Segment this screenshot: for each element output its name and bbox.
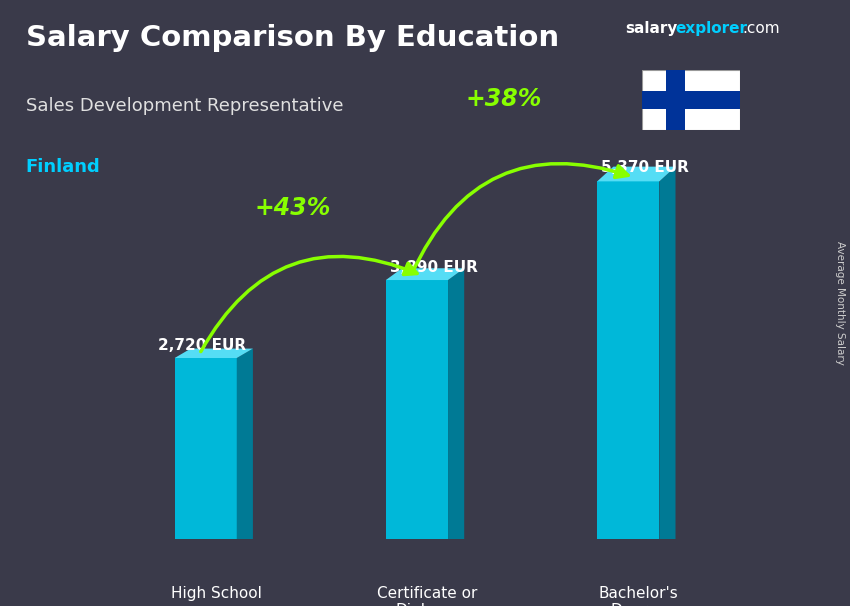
Text: Bachelor's
Degree: Bachelor's Degree (599, 586, 678, 606)
Text: High School: High School (171, 586, 262, 601)
Polygon shape (237, 348, 253, 539)
Text: Certificate or
Diploma: Certificate or Diploma (377, 586, 478, 606)
Polygon shape (642, 91, 740, 109)
Text: 3,890 EUR: 3,890 EUR (389, 260, 478, 275)
Polygon shape (666, 70, 685, 130)
Polygon shape (598, 181, 660, 539)
Polygon shape (448, 268, 464, 539)
Text: salary: salary (625, 21, 677, 36)
Text: +38%: +38% (466, 87, 542, 111)
Polygon shape (174, 358, 237, 539)
Polygon shape (386, 280, 448, 539)
Polygon shape (642, 70, 740, 130)
Text: 2,720 EUR: 2,720 EUR (158, 338, 246, 353)
Polygon shape (386, 268, 464, 280)
Polygon shape (660, 167, 676, 539)
Text: Sales Development Representative: Sales Development Representative (26, 97, 343, 115)
Text: Average Monthly Salary: Average Monthly Salary (835, 241, 845, 365)
Text: 5,370 EUR: 5,370 EUR (601, 160, 688, 175)
Polygon shape (174, 348, 253, 358)
Polygon shape (598, 167, 676, 181)
Text: +43%: +43% (254, 196, 331, 220)
Text: Salary Comparison By Education: Salary Comparison By Education (26, 24, 558, 52)
Text: .com: .com (742, 21, 779, 36)
Text: explorer: explorer (676, 21, 748, 36)
Text: Finland: Finland (26, 158, 100, 176)
